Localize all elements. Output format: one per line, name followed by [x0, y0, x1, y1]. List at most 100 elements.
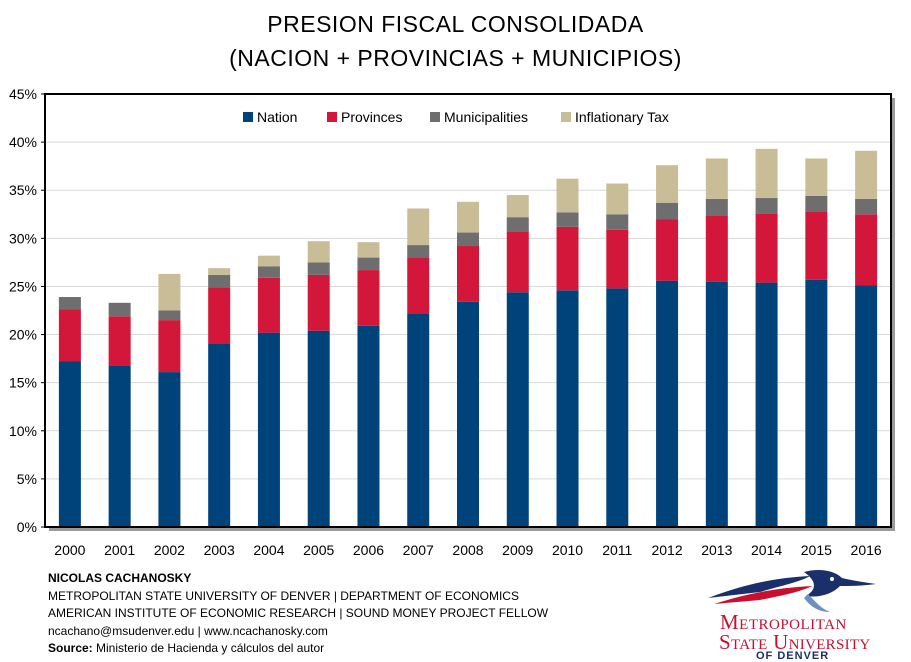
- bar-provinces-2015: [805, 211, 828, 280]
- bar-provinces-2016: [855, 214, 878, 286]
- x-tick-label: 2008: [452, 542, 483, 558]
- source-note: Source: Ministerio de Hacienda y cálculo…: [48, 640, 548, 658]
- bar-inflationary-tax-2011: [606, 183, 629, 215]
- y-tick-label: 0%: [17, 519, 37, 535]
- bar-inflationary-tax-2010: [556, 178, 579, 213]
- bar-municipalities-2006: [357, 257, 380, 271]
- bar-nation-2007: [407, 313, 430, 527]
- bar-municipalities-2009: [506, 217, 529, 232]
- author-contact: ncachano@msudenver.edu | www.ncachanosky…: [48, 623, 328, 638]
- bar-inflationary-tax-2014: [755, 148, 778, 198]
- y-tick-label: 40%: [9, 134, 37, 150]
- legend-label-municipalities: Municipalities: [444, 109, 528, 125]
- x-tick-label: 2001: [104, 542, 135, 558]
- bar-inflationary-tax-2006: [357, 242, 380, 258]
- bar-inflationary-tax-2016: [855, 150, 878, 199]
- bar-municipalities-2016: [855, 198, 878, 215]
- bar-municipalities-2002: [158, 310, 181, 321]
- bar-inflationary-tax-2002: [158, 273, 181, 311]
- bar-inflationary-tax-2005: [307, 241, 330, 263]
- bar-provinces-2001: [108, 316, 131, 366]
- bar-nation-2006: [357, 325, 380, 527]
- x-tick-label: 2006: [353, 542, 384, 558]
- bar-provinces-2009: [506, 231, 529, 293]
- bar-nation-2013: [705, 281, 728, 527]
- bar-inflationary-tax-2009: [506, 195, 529, 218]
- author-affiliation-2: AMERICAN INSTITUTE OF ECONOMIC RESEARCH …: [48, 606, 549, 621]
- x-tick-label: 2009: [502, 542, 533, 558]
- bar-nation-2011: [606, 288, 629, 527]
- x-tick-label: 2016: [851, 542, 882, 558]
- bar-municipalities-2008: [457, 232, 479, 247]
- y-tick-label: 10%: [9, 423, 37, 439]
- bar-nation-2008: [457, 301, 479, 527]
- bar-nation-2009: [506, 292, 529, 527]
- author-name: NICOLAS CACHANOSKY: [48, 571, 192, 585]
- y-tick-label: 20%: [9, 327, 37, 343]
- plot-border: [44, 93, 892, 528]
- bar-municipalities-2005: [307, 262, 330, 275]
- y-tick-label: 15%: [9, 375, 37, 391]
- x-tick-label: 2004: [253, 542, 284, 558]
- source-text: Ministerio de Hacienda y cálculos del au…: [92, 641, 325, 656]
- legend-label-nation: Nation: [257, 109, 297, 125]
- bar-municipalities-2000: [58, 297, 81, 310]
- x-tick-label: 2013: [701, 542, 732, 558]
- bar-provinces-2000: [58, 309, 81, 362]
- legend-label-provinces: Provinces: [341, 109, 402, 125]
- bar-municipalities-2004: [257, 266, 280, 278]
- bar-municipalities-2012: [656, 202, 679, 220]
- bar-provinces-2005: [307, 274, 330, 331]
- chart-title-line1: PRESION FISCAL CONSOLIDADA: [267, 11, 644, 37]
- msu-denver-logo: Metropolitan State University OF DENVER: [700, 568, 905, 662]
- legend-swatch-nation: [243, 112, 253, 122]
- x-tick-label: 2014: [751, 542, 782, 558]
- bar-municipalities-2015: [805, 195, 828, 212]
- bar-municipalities-2001: [108, 302, 131, 317]
- chart-title-line2: (NACION + PROVINCIAS + MUNICIPIOS): [229, 45, 682, 71]
- legend-label-inflationary-tax: Inflationary Tax: [575, 109, 669, 125]
- bar-nation-2001: [108, 365, 131, 527]
- bar-nation-2000: [58, 361, 81, 527]
- bar-provinces-2013: [705, 215, 728, 282]
- bar-nation-2016: [855, 285, 878, 527]
- legend-swatch-inflationary-tax: [561, 112, 571, 122]
- source-label: Source:: [48, 641, 93, 656]
- legend-swatch-provinces: [327, 112, 337, 122]
- bar-nation-2003: [208, 343, 231, 527]
- bar-nation-2014: [755, 282, 778, 527]
- footer-credits: NICOLAS CACHANOSKY METROPOLITAN STATE UN…: [48, 570, 548, 658]
- x-tick-label: 2000: [54, 542, 85, 558]
- x-tick-label: 2012: [651, 542, 682, 558]
- bar-municipalities-2010: [556, 212, 579, 227]
- bar-provinces-2004: [257, 277, 280, 333]
- stacked-bar-chart: 0% 5% 10% 15% 20% 25% 30% 35% 40% 45% 2000 2001 2002…: [9, 86, 895, 558]
- bar-nation-2002: [158, 372, 181, 527]
- bar-provinces-2010: [556, 226, 579, 291]
- bar-municipalities-2014: [755, 197, 778, 214]
- bar-nation-2005: [307, 330, 330, 527]
- bar-provinces-2003: [208, 287, 231, 344]
- bar-inflationary-tax-2003: [208, 268, 231, 275]
- x-tick-label: 2011: [602, 542, 632, 558]
- bar-inflationary-tax-2012: [656, 165, 679, 203]
- author-affiliation-1: METROPOLITAN STATE UNIVERSITY OF DENVER …: [48, 588, 519, 603]
- x-tick-label: 2007: [403, 542, 434, 558]
- y-tick-label: 30%: [9, 230, 37, 246]
- bar-inflationary-tax-2015: [805, 158, 828, 196]
- bar-provinces-2014: [755, 213, 778, 283]
- legend-swatch-municipalities: [430, 112, 440, 122]
- bar-nation-2015: [805, 279, 828, 527]
- x-tick-label: 2010: [552, 542, 583, 558]
- bar-inflationary-tax-2004: [257, 255, 280, 267]
- bar-municipalities-2003: [208, 274, 231, 288]
- bar-municipalities-2013: [705, 198, 728, 216]
- bar-municipalities-2007: [407, 245, 430, 258]
- y-tick-label: 5%: [17, 471, 37, 487]
- x-tick-label: 2002: [154, 542, 185, 558]
- logo-text-state-university: State University: [719, 630, 871, 654]
- bar-provinces-2008: [457, 246, 479, 302]
- y-tick-label: 25%: [9, 278, 37, 294]
- x-tick-label: 2015: [801, 542, 832, 558]
- bar-provinces-2007: [407, 257, 430, 314]
